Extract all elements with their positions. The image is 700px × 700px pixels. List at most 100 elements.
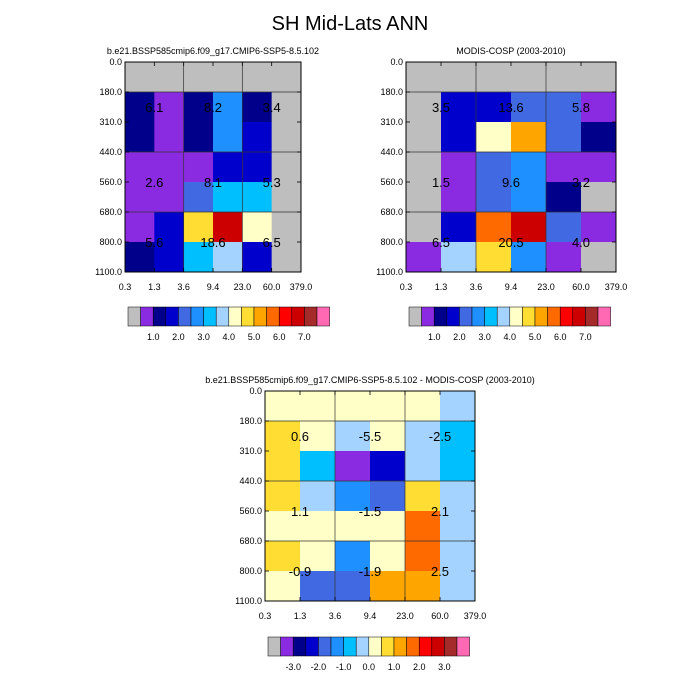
heatmap-cell (242, 182, 272, 213)
cell-value-label: 4.0 (572, 235, 590, 250)
heatmap-cell (476, 62, 512, 93)
colorbar-swatch (291, 306, 305, 327)
heatmap-cell (546, 92, 582, 123)
heatmap-cell (183, 122, 214, 153)
colorbar-label: -1.0 (336, 662, 352, 672)
x-tick-label: 23.0 (396, 611, 414, 621)
heatmap-cell (154, 212, 184, 243)
colorbar-label: -2.0 (311, 662, 327, 672)
cell-value-label: 1.1 (291, 504, 309, 519)
heatmap-cell (370, 481, 406, 512)
colorbar-label: 3.0 (478, 332, 491, 342)
heatmap-cell (213, 182, 243, 213)
colorbar-swatch (484, 306, 498, 327)
y-tick-label: 180.0 (239, 416, 262, 426)
heatmap-cell (265, 571, 301, 602)
heatmap-cell (546, 62, 582, 93)
x-tick-label: 379.0 (464, 611, 487, 621)
heatmap-cell (405, 481, 441, 512)
heatmap-cell (242, 122, 272, 153)
heatmap-cell (476, 182, 512, 213)
heatmap-cell (581, 182, 617, 213)
colorbar-swatch (355, 636, 370, 657)
x-tick-label: 1.3 (294, 611, 307, 621)
cell-value-label: 1.5 (432, 175, 450, 190)
y-tick-label: 800.0 (99, 237, 122, 247)
colorbar-label: 2.0 (453, 332, 466, 342)
heatmap-cell (183, 182, 214, 213)
colorbar-swatch (368, 636, 382, 657)
cell-value-label: -1.5 (359, 504, 381, 519)
cell-value-label: 5.8 (572, 100, 590, 115)
heatmap-cell (511, 62, 547, 93)
y-tick-label: 1100.0 (95, 267, 122, 277)
colorbar-swatch (292, 636, 307, 657)
heatmap-cell (476, 242, 512, 273)
colorbar-swatch (178, 306, 192, 327)
x-tick-label: 9.4 (207, 282, 220, 292)
panel-title: b.e21.BSSP585cmip6.f09_g17.CMIP6-SSP5-8.… (205, 375, 535, 385)
x-tick-label: 60.0 (263, 282, 281, 292)
panel-2: MODIS-COSP (2003-2010) 0.3 1.3 3.6 9.4 23.0 60… (376, 46, 627, 342)
heatmap-cell (581, 242, 617, 273)
heatmap-cell (154, 122, 184, 153)
heatmap-cell (370, 541, 406, 572)
x-tick-label: 9.4 (364, 611, 377, 621)
heatmap-cell (440, 571, 476, 602)
y-tick-label: 440.0 (99, 147, 122, 157)
cell-value-label: 20.5 (498, 235, 523, 250)
colorbar-label: 5.0 (248, 332, 261, 342)
cell-value-label: 6.5 (432, 235, 450, 250)
heatmap-cell (441, 182, 477, 213)
x-tick-label: 23.0 (234, 282, 252, 292)
heatmap-cell (183, 92, 214, 123)
heatmap-cell (440, 511, 476, 542)
heatmap-cell (441, 92, 477, 123)
y-tick-label: 560.0 (99, 177, 122, 187)
heatmap-cell (406, 152, 442, 183)
heatmap-cell (271, 242, 302, 273)
x-tick-label: 1.3 (148, 282, 161, 292)
x-tick-label: 23.0 (537, 282, 555, 292)
heatmap-cell (546, 242, 582, 273)
cell-value-label: 3.2 (572, 175, 590, 190)
heatmap-cell (125, 182, 155, 213)
cell-value-label: 13.6 (498, 100, 523, 115)
heatmap-cell (300, 451, 336, 482)
colorbar: -3.0 -2.0 -1.0 0.0 1.0 2.0 3.0 (267, 636, 470, 672)
heatmap-cell (335, 481, 371, 512)
cell-value-label: 5.3 (263, 175, 281, 190)
colorbar-label: 2.0 (172, 332, 185, 342)
heatmap-cell (271, 92, 302, 123)
panel-title: b.e21.BSSP585cmip6.f09_g17.CMIP6-SSP5-8.… (107, 46, 319, 56)
x-tick-label: 1.3 (435, 282, 448, 292)
cell-value-label: 6.1 (145, 100, 163, 115)
cell-value-label: 8.1 (204, 175, 222, 190)
x-tick-label: 0.3 (400, 282, 413, 292)
heatmap-cell (546, 212, 582, 243)
colorbar: 1.0 2.0 3.0 4.0 5.0 6.0 7.0 (127, 306, 330, 342)
x-tick-label: 0.3 (119, 282, 132, 292)
colorbar-swatch (534, 306, 548, 327)
x-tick-label: 60.0 (572, 282, 590, 292)
panels-group: b.e21.BSSP585cmip6.f09_g17.CMIP6-SSP5-8.… (95, 46, 627, 672)
colorbar-swatch (496, 306, 511, 327)
heatmap-cell (213, 152, 243, 183)
colorbar-swatch (431, 636, 445, 657)
heatmap-cell (335, 421, 371, 452)
heatmap-cell (511, 122, 547, 153)
colorbar-swatch (241, 306, 255, 327)
heatmap-cell (511, 152, 547, 183)
x-tick-label: 60.0 (431, 611, 449, 621)
y-tick-label: 0.0 (249, 386, 262, 396)
heatmap-cell (300, 391, 336, 422)
heatmap-cell (335, 571, 371, 602)
colorbar-swatch (305, 636, 319, 657)
colorbar-swatch (152, 306, 167, 327)
colorbar-label: 1.0 (147, 332, 160, 342)
heatmap-cell (213, 92, 243, 123)
heatmap-cell (242, 242, 272, 273)
colorbar-swatch (318, 636, 332, 657)
cell-value-label: 2.5 (431, 564, 449, 579)
heatmap-cell (406, 242, 442, 273)
